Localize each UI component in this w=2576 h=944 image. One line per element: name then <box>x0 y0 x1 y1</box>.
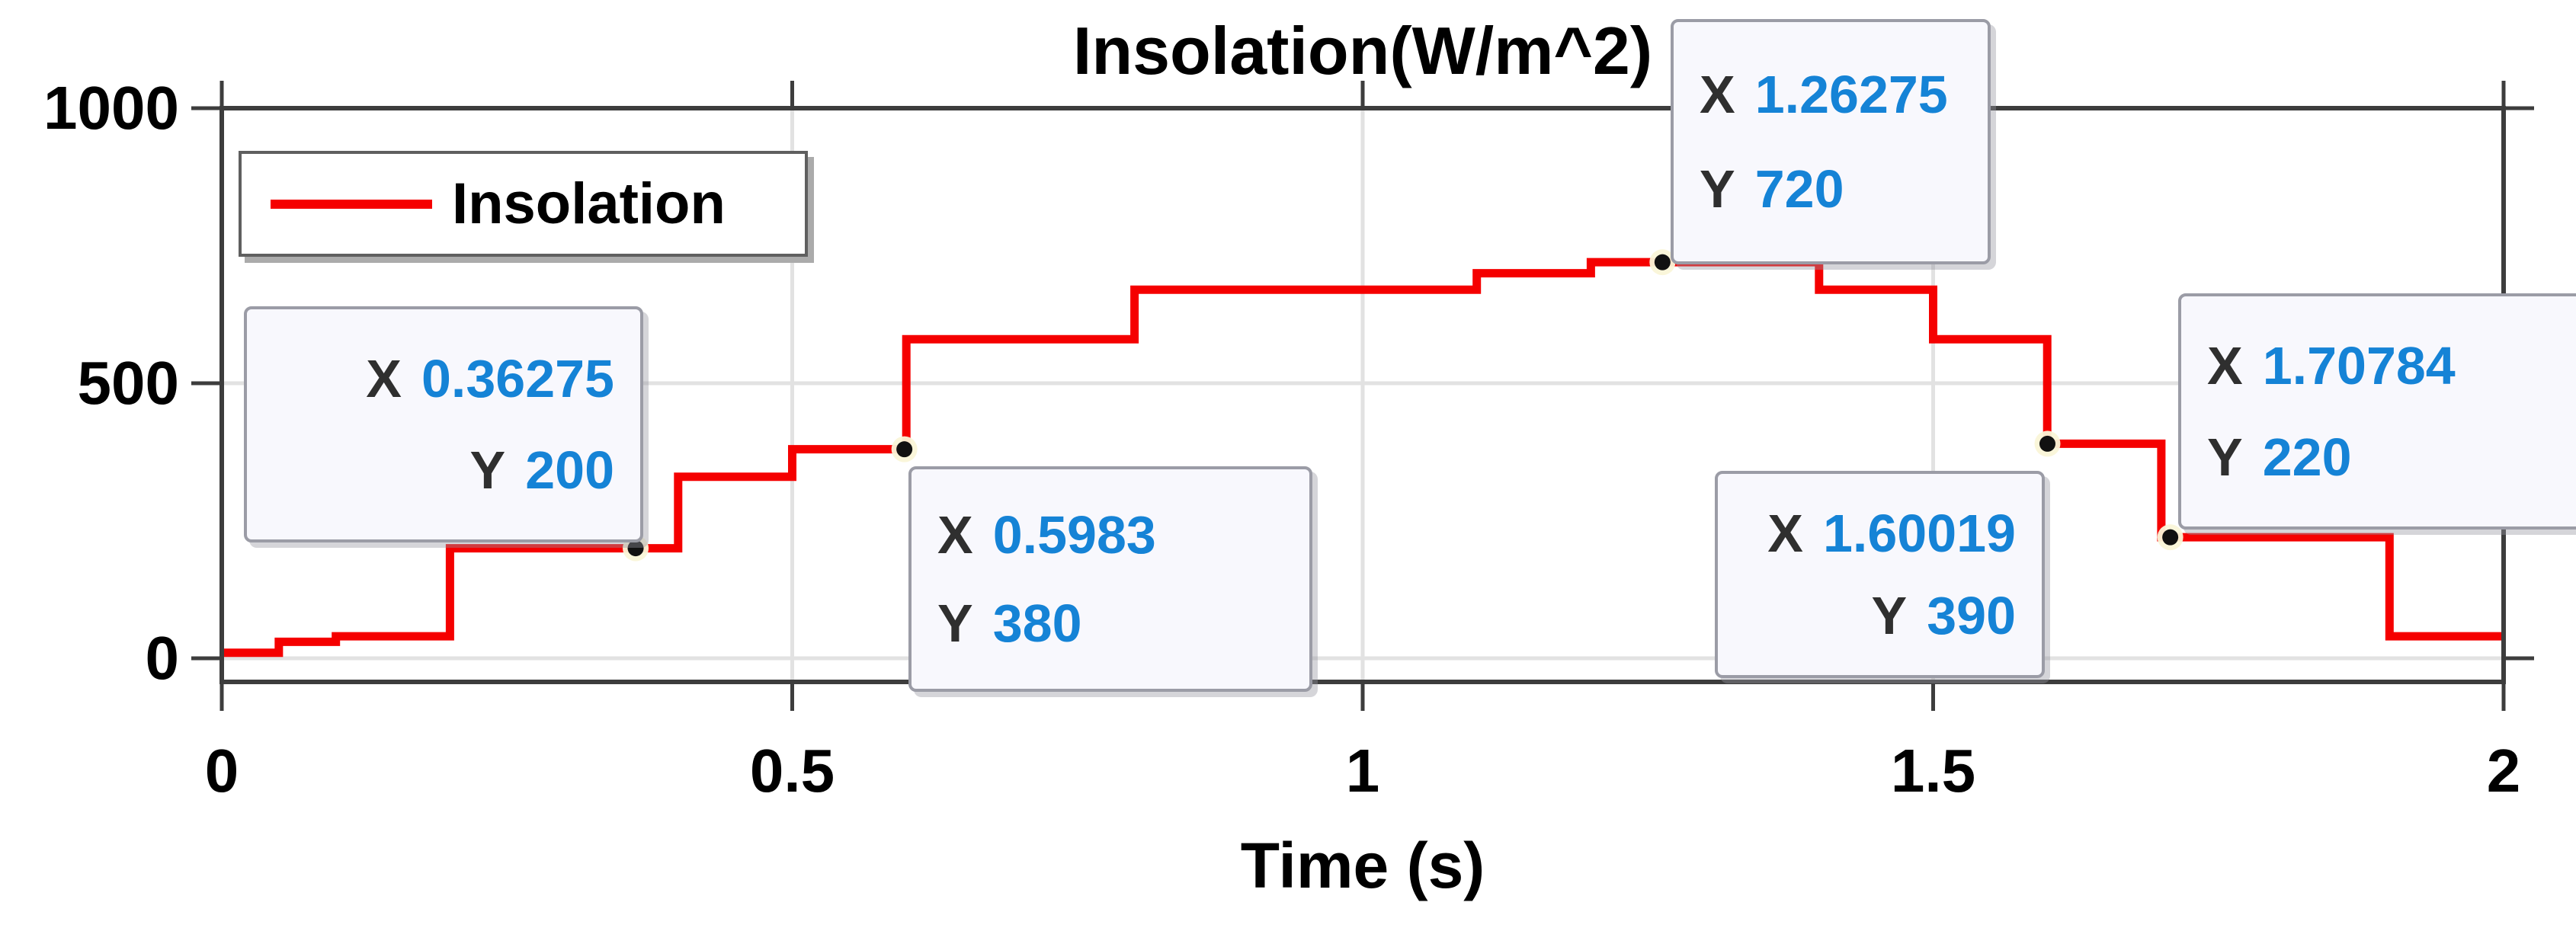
datatip-3[interactable]: X 1.26275 Y 720 <box>1671 19 1991 264</box>
datatip-1[interactable]: X 0.36275 Y 200 <box>244 306 643 542</box>
y-tick-label: 0 <box>145 624 180 692</box>
y-value: 720 <box>1754 159 1844 219</box>
datatip-y-row: Y 390 <box>1744 585 2017 646</box>
y-value: 380 <box>992 594 1082 653</box>
x-key: X <box>1700 64 1735 124</box>
x-tick-label: 1 <box>1345 737 1380 805</box>
insolation-line[interactable] <box>222 258 2504 658</box>
x-axis-label: Time (s) <box>1240 830 1485 901</box>
x-tick-label: 2 <box>2486 737 2521 805</box>
data-marker[interactable] <box>2162 529 2179 546</box>
legend-box[interactable]: Insolation <box>239 151 808 257</box>
x-tick-label: 0.5 <box>749 737 835 805</box>
datatip-x-row: X 0.5983 <box>937 504 1283 565</box>
datatip-y-row: Y 220 <box>2207 427 2576 488</box>
y-value: 390 <box>1927 586 2016 645</box>
datatip-y-row: Y 200 <box>273 440 615 501</box>
x-key: X <box>937 505 973 565</box>
datatip-y-row: Y 720 <box>1700 158 1962 219</box>
datatip-4[interactable]: X 1.60019 Y 390 <box>1715 471 2045 678</box>
y-tick-label: 1000 <box>43 74 179 142</box>
y-tick-label: 500 <box>77 349 179 417</box>
x-tick-label: 1.5 <box>1890 737 1976 805</box>
x-value: 0.5983 <box>992 505 1156 565</box>
data-marker[interactable] <box>2039 435 2055 452</box>
y-key: Y <box>2207 427 2243 488</box>
y-key: Y <box>937 594 973 653</box>
y-key: Y <box>1871 586 1908 645</box>
data-marker[interactable] <box>1654 254 1671 270</box>
x-key: X <box>2207 335 2243 395</box>
y-value: 220 <box>2262 427 2352 488</box>
datatip-2[interactable]: X 0.5983 Y 380 <box>908 466 1312 692</box>
x-value: 1.70784 <box>2262 335 2456 395</box>
data-marker[interactable] <box>627 540 644 557</box>
datatip-x-row: X 1.70784 <box>2207 335 2576 396</box>
y-key: Y <box>1700 159 1735 219</box>
data-marker[interactable] <box>896 441 913 458</box>
datatip-x-row: X 0.36275 <box>273 348 614 409</box>
datatip-x-row: X 1.26275 <box>1700 64 1962 125</box>
legend-line-sample <box>271 199 432 209</box>
x-value: 0.36275 <box>421 348 614 408</box>
datatip-5[interactable]: X 1.70784 Y 220 <box>2178 293 2576 530</box>
y-key: Y <box>469 440 506 501</box>
datatip-y-row: Y 380 <box>937 593 1283 654</box>
chart-title: Insolation(W/m^2) <box>1072 13 1653 88</box>
x-key: X <box>366 348 402 408</box>
y-value: 200 <box>525 440 614 501</box>
legend-series-label: Insolation <box>452 171 726 236</box>
x-value: 1.26275 <box>1754 64 1948 124</box>
x-key: X <box>1767 504 1803 563</box>
x-tick-label: 0 <box>204 737 239 805</box>
x-value: 1.60019 <box>1822 504 2016 563</box>
datatip-x-row: X 1.60019 <box>1744 503 2016 564</box>
